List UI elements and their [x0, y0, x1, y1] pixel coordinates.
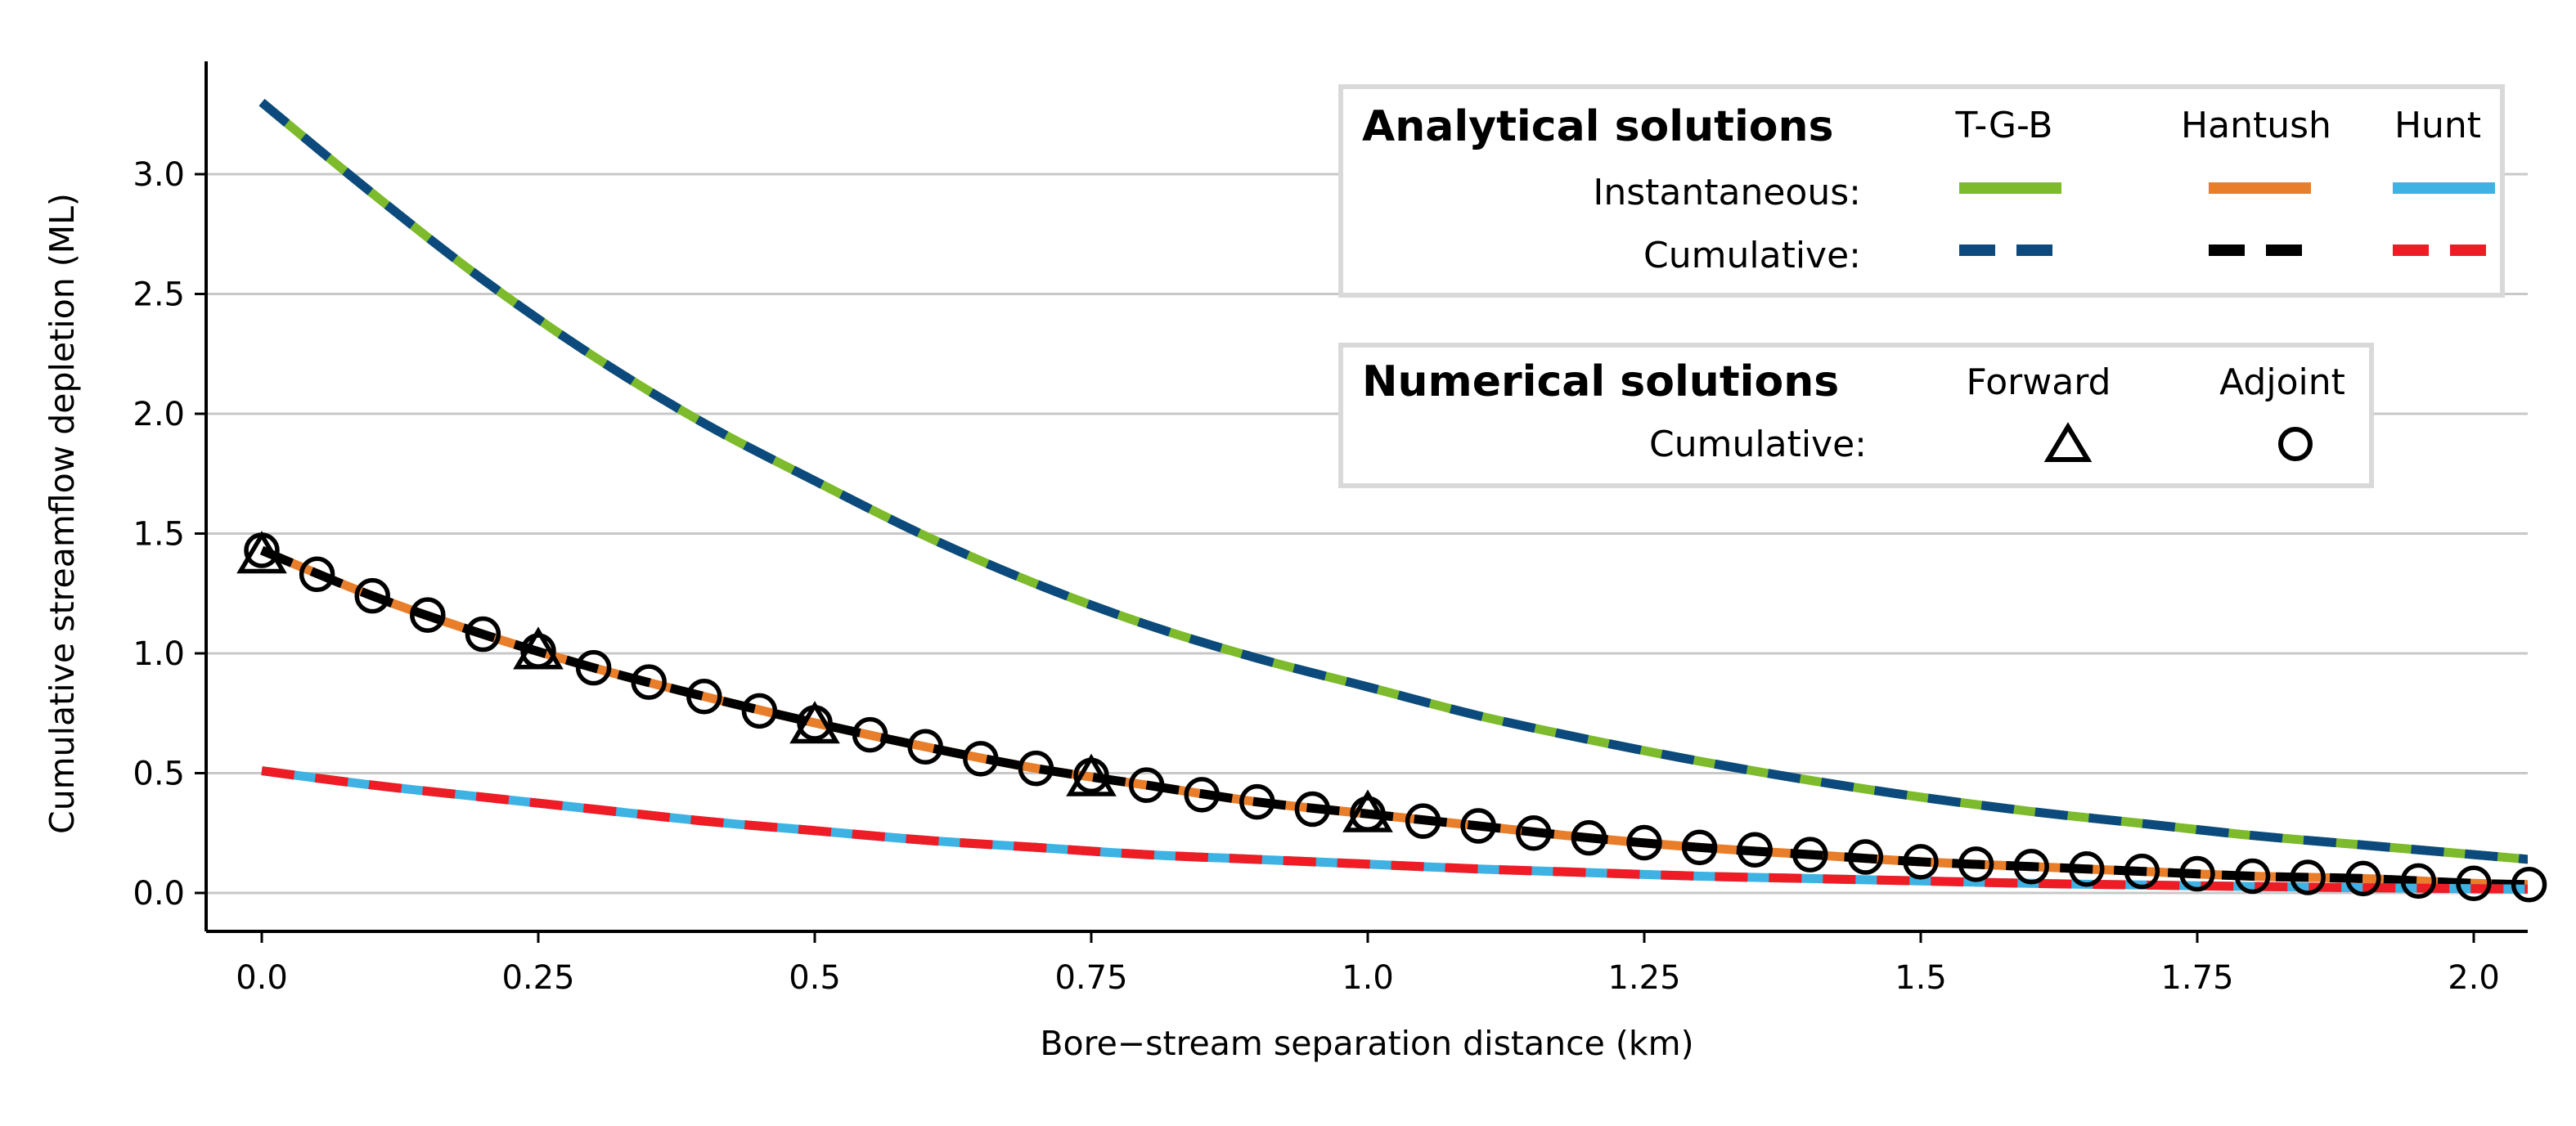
legend-numerical-box	[1338, 343, 2374, 488]
marker-forward-triangle	[789, 701, 840, 744]
marker-adjoint-circle	[631, 664, 667, 700]
y-tick-label: 0.0	[133, 875, 185, 913]
legend-analytical: Analytical solutions T-G-B Hantush Hunt …	[1338, 84, 2505, 298]
x-tick-label: 1.5	[1895, 959, 1947, 997]
x-tick-label: 1.25	[1607, 959, 1680, 997]
marker-adjoint-circle	[2345, 860, 2381, 897]
marker-adjoint-circle	[1239, 783, 1275, 820]
marker-adjoint-circle	[1405, 803, 1441, 839]
marker-adjoint-circle	[1018, 750, 1054, 787]
series-line-hantush-cumulative	[259, 545, 2528, 890]
legend-col-hantush: Hantush	[2181, 105, 2331, 146]
legend-triangle-marker-icon	[2043, 422, 2093, 462]
y-axis-label: Cumulative streamflow depletion (ML)	[43, 193, 82, 834]
marker-adjoint-circle	[741, 693, 778, 729]
marker-adjoint-circle	[797, 705, 833, 741]
series-markers	[236, 531, 2547, 903]
ticks: 0.0 0.5 1.0 1.5 2.0 2.5 3.0 0.0 0.25 0.5 0.75 1.0 1.…	[133, 156, 2499, 997]
series-line-hantush-instantaneous	[259, 545, 2528, 890]
marker-adjoint-circle	[2124, 853, 2160, 890]
marker-adjoint-circle	[2069, 850, 2105, 887]
y-tick-label: 3.0	[133, 156, 185, 194]
marker-adjoint-circle	[2400, 863, 2437, 899]
marker-adjoint-circle	[575, 649, 612, 686]
legend-row-numerical-cumulative: Cumulative:	[1649, 424, 1867, 465]
legend-numerical-title: Numerical solutions	[1362, 357, 1839, 406]
series-lines	[258, 98, 2528, 894]
marker-adjoint-circle	[1184, 777, 1220, 813]
legend-row-cumulative: Cumulative:	[1643, 235, 1861, 276]
x-tick-label: 0.0	[236, 959, 288, 997]
marker-adjoint-circle	[1516, 815, 1552, 851]
x-tick-label: 1.75	[2160, 959, 2233, 997]
x-tick-label: 0.5	[789, 959, 841, 997]
marker-adjoint-circle	[1128, 767, 1165, 803]
marker-adjoint-circle	[2511, 866, 2547, 903]
marker-forward-triangle	[1066, 753, 1117, 796]
y-tick-label: 2.5	[133, 276, 185, 314]
marker-adjoint-circle	[907, 729, 943, 765]
marker-adjoint-circle	[963, 741, 999, 777]
legend-numerical: Numerical solutions Forward Adjoint Cumu…	[1338, 343, 2374, 488]
x-axis-label: Bore−stream separation distance (km)	[1040, 1024, 1693, 1063]
marker-adjoint-circle	[299, 556, 335, 593]
x-tick-label: 1.0	[1342, 959, 1394, 997]
x-tick-label: 0.75	[1054, 959, 1127, 997]
legend-row-instantaneous: Instantaneous:	[1593, 172, 1861, 213]
marker-adjoint-circle	[1958, 846, 1994, 882]
y-tick-label: 2.0	[133, 396, 185, 433]
marker-adjoint-circle	[1571, 819, 1607, 856]
legend-col-adjoint: Adjoint	[2219, 361, 2345, 403]
legend-col-hunt: Hunt	[2394, 105, 2481, 146]
marker-adjoint-circle	[1792, 837, 1828, 873]
y-tick-label: 0.5	[133, 756, 185, 793]
marker-adjoint-circle	[1294, 791, 1331, 828]
series-line-tgb-cumulative	[258, 98, 2528, 864]
marker-adjoint-circle	[1681, 829, 1718, 866]
marker-adjoint-circle	[1847, 839, 1884, 875]
marker-adjoint-circle	[2179, 855, 2215, 892]
y-tick-label: 1.5	[133, 516, 185, 554]
marker-adjoint-circle	[686, 678, 722, 715]
marker-adjoint-circle	[2234, 858, 2271, 895]
marker-adjoint-circle	[465, 616, 501, 653]
marker-adjoint-circle	[1737, 832, 1773, 868]
marker-adjoint-circle	[2456, 865, 2492, 902]
marker-adjoint-circle	[1350, 796, 1386, 832]
marker-adjoint-circle	[410, 597, 446, 633]
marker-forward-triangle	[236, 531, 287, 574]
legend-col-forward: Forward	[1967, 361, 2111, 403]
y-tick-label: 1.0	[133, 635, 185, 673]
marker-adjoint-circle	[1073, 757, 1109, 794]
x-tick-label: 0.25	[501, 959, 574, 997]
series-line-hunt-cumulative	[261, 766, 2528, 894]
marker-adjoint-circle	[1460, 808, 1496, 844]
legend-analytical-title: Analytical solutions	[1362, 102, 1834, 151]
marker-adjoint-circle	[1626, 824, 1662, 861]
legend-col-tgb: T-G-B	[1955, 105, 2053, 146]
marker-adjoint-circle	[2013, 849, 2049, 885]
x-tick-label: 2.0	[2448, 959, 2500, 997]
marker-adjoint-circle	[2290, 859, 2326, 895]
marker-adjoint-circle	[520, 633, 556, 669]
marker-adjoint-circle	[244, 532, 280, 568]
marker-adjoint-circle	[354, 577, 390, 614]
legend-circle-marker-icon	[2278, 427, 2313, 461]
marker-adjoint-circle	[1903, 844, 1939, 880]
marker-adjoint-circle	[852, 716, 888, 753]
